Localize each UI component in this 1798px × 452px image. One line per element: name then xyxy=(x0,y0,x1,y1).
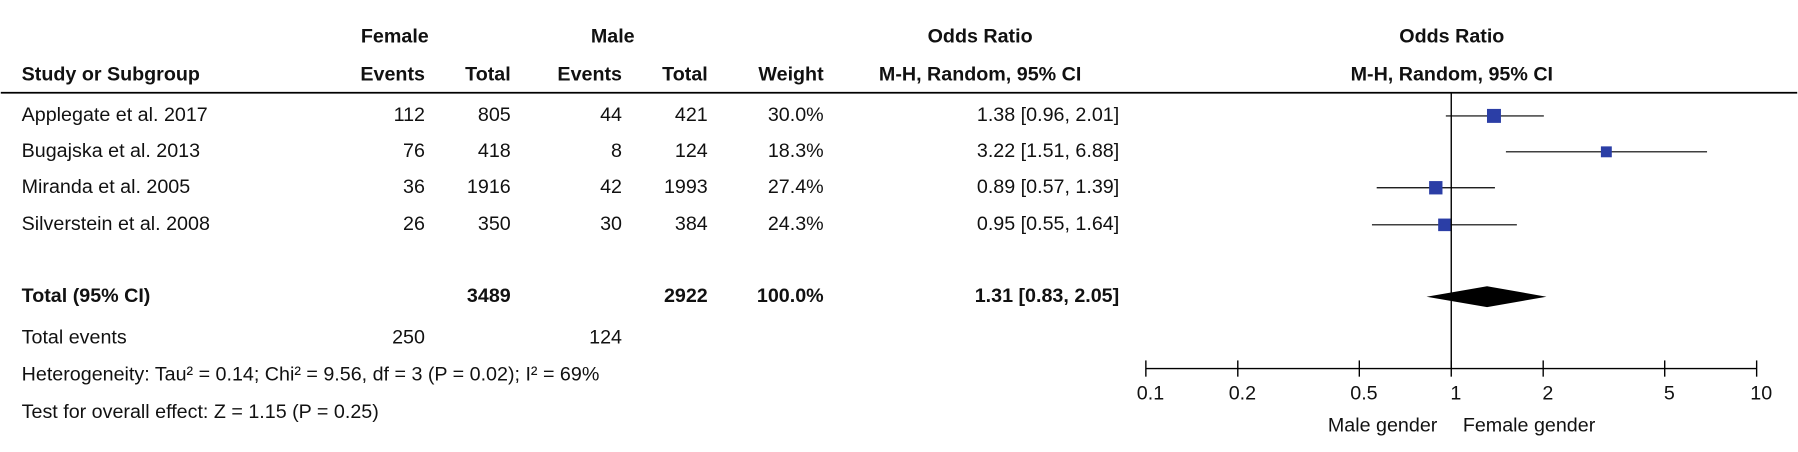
odds-ratio: 1.31 [0.83, 2.05] xyxy=(975,285,1119,307)
heterogeneity: Heterogeneity: Tau² = 0.14; Chi² = 9.56,… xyxy=(22,364,600,386)
male-events: 8 xyxy=(611,140,622,162)
study-marker xyxy=(1600,146,1612,158)
group-header: Male xyxy=(591,25,635,47)
study-name: Applegate et al. 2017 xyxy=(22,104,208,126)
column-header: Events xyxy=(557,64,622,86)
weight: 27.4% xyxy=(768,176,824,198)
x-tick-label: 0.2 xyxy=(1229,382,1256,404)
female-events: 112 xyxy=(394,104,425,126)
overall-effect: Test for overall effect: Z = 1.15 (P = 0… xyxy=(22,401,379,423)
plot-header: Odds Ratio xyxy=(1399,25,1504,47)
total-events-label: Total events xyxy=(22,327,127,349)
column-header: Odds Ratio xyxy=(928,25,1033,47)
column-header: Weight xyxy=(758,64,824,86)
column-header: M-H, Random, 95% CI xyxy=(879,64,1081,86)
weight: 30.0% xyxy=(768,104,824,126)
study-name: Bugajska et al. 2013 xyxy=(22,140,200,162)
x-tick-label: 1 xyxy=(1450,382,1461,404)
x-tick-label: 5 xyxy=(1664,382,1675,404)
odds-ratio: 0.95 [0.55, 1.64] xyxy=(977,213,1119,235)
study-name: Silverstein et al. 2008 xyxy=(22,213,210,235)
x-direction-label: Female gender xyxy=(1463,415,1596,437)
total-events: 250 xyxy=(392,327,425,349)
female-total: 805 xyxy=(478,104,511,126)
male-total: 2922 xyxy=(664,285,708,307)
male-events: 30 xyxy=(600,213,622,235)
total-label: Total (95% CI) xyxy=(22,285,151,307)
female-total: 350 xyxy=(478,213,511,235)
weight: 18.3% xyxy=(768,140,824,162)
study-marker xyxy=(1429,181,1443,195)
total-events: 124 xyxy=(589,327,622,349)
x-tick-label: 2 xyxy=(1542,382,1553,404)
study-name: Miranda et al. 2005 xyxy=(22,176,191,198)
male-total: 124 xyxy=(675,140,708,162)
female-total: 3489 xyxy=(467,285,511,307)
x-tick-label: 10 xyxy=(1750,382,1772,404)
male-events: 42 xyxy=(600,176,622,198)
male-total: 421 xyxy=(675,104,708,126)
weight: 100.0% xyxy=(757,285,824,307)
female-total: 1916 xyxy=(467,176,511,198)
x-direction-label: Male gender xyxy=(1328,415,1438,437)
female-events: 36 xyxy=(403,176,425,198)
male-events: 44 xyxy=(600,104,622,126)
column-header: Events xyxy=(360,64,425,86)
odds-ratio: 0.89 [0.57, 1.39] xyxy=(977,176,1119,198)
female-events: 76 xyxy=(403,140,425,162)
weight: 24.3% xyxy=(768,213,824,235)
odds-ratio: 1.38 [0.96, 2.01] xyxy=(977,104,1119,126)
x-tick-label: 0.1 xyxy=(1137,382,1164,404)
male-total: 1993 xyxy=(664,176,708,198)
pooled-diamond xyxy=(1426,286,1547,308)
column-header: Total xyxy=(465,64,511,86)
column-header: Study or Subgroup xyxy=(22,64,200,86)
female-total: 418 xyxy=(478,140,511,162)
study-marker xyxy=(1438,218,1451,232)
odds-ratio: 3.22 [1.51, 6.88] xyxy=(977,140,1119,162)
female-events: 26 xyxy=(403,213,425,235)
study-marker xyxy=(1486,108,1501,123)
x-tick-label: 0.5 xyxy=(1350,382,1377,404)
male-total: 384 xyxy=(675,213,708,235)
group-header: Female xyxy=(361,25,429,47)
plot-header: M-H, Random, 95% CI xyxy=(1351,64,1553,86)
column-header: Total xyxy=(662,64,708,86)
